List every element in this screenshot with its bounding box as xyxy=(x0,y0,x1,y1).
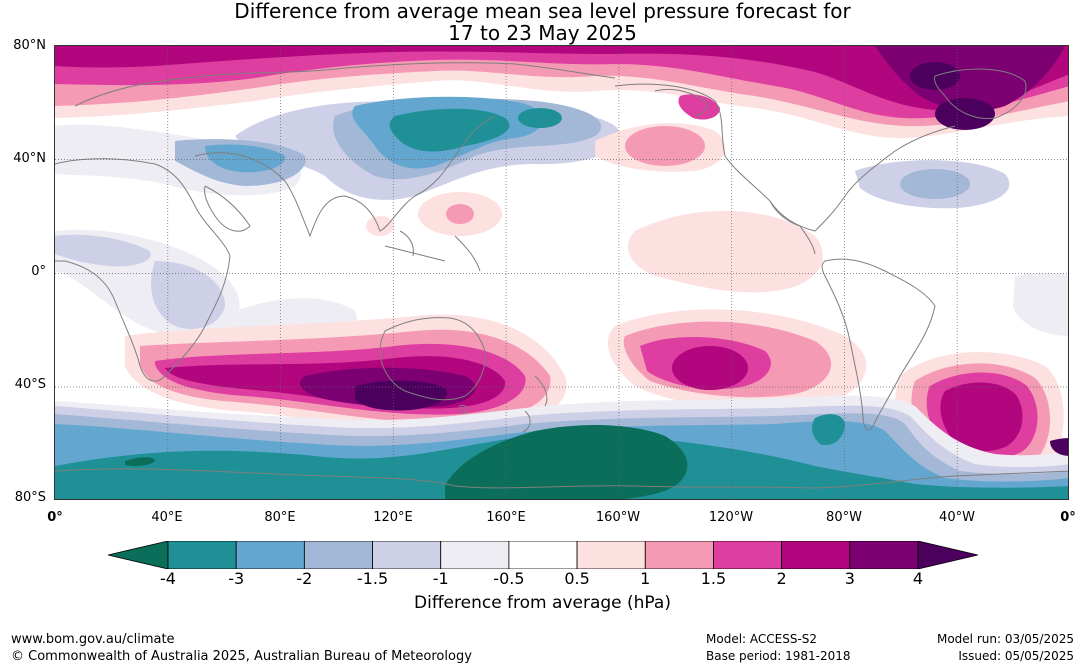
colorbar-tick-label: 3 xyxy=(844,569,855,588)
footer-model-run: Model run: 03/05/2025 xyxy=(936,632,1074,646)
lon-label-160e: 160°E xyxy=(486,510,526,525)
map-title: Difference from average mean sea level p… xyxy=(0,0,1085,44)
colorbar-swatch xyxy=(167,541,237,569)
footer-website: www.bom.gov.au/climate xyxy=(11,632,175,647)
lon-label-80w: 80°W xyxy=(826,510,862,525)
colorbar-tick-label: 4 xyxy=(912,569,924,588)
colorbar-swatch xyxy=(576,541,646,569)
title-line-1: Difference from average mean sea level p… xyxy=(234,0,851,23)
lat-label-80s: 80°S xyxy=(14,490,46,505)
colorbar-swatch xyxy=(372,541,442,569)
lon-label-80e: 80°E xyxy=(264,510,296,525)
map-svg xyxy=(55,46,1068,499)
colorbar-tick-label: -2 xyxy=(296,569,313,588)
footer-model-info: Model: ACCESS-S2 Base period: 1981-2018 xyxy=(706,631,851,665)
footer-model: Model: ACCESS-S2 xyxy=(706,632,818,646)
colorbar-tick-label: 1 xyxy=(640,569,651,588)
lon-label-40w: 40°W xyxy=(939,510,975,525)
lon-label-0-right: 0° xyxy=(1060,510,1076,525)
footer-base-period: Base period: 1981-2018 xyxy=(706,649,851,663)
lat-label-80n: 80°N xyxy=(13,38,46,53)
lon-label-120w: 120°W xyxy=(708,510,754,525)
footer-issued: Issued: 05/05/2025 xyxy=(958,649,1074,663)
colorbar-tick-label: -1.5 xyxy=(356,569,389,588)
colorbar-swatch xyxy=(781,541,851,569)
lon-label-40e: 40°E xyxy=(151,510,183,525)
lat-label-0: 0° xyxy=(31,264,46,279)
colorbar-tick-label: 0.5 xyxy=(564,569,590,588)
footer-left: www.bom.gov.au/climate © Commonwealth of… xyxy=(11,631,472,665)
pressure-anomaly-map xyxy=(54,45,1069,500)
colorbar xyxy=(108,541,978,569)
title-line-2: 17 to 23 May 2025 xyxy=(448,21,637,45)
colorbar-swatch xyxy=(508,541,578,569)
lon-label-160w: 160°W xyxy=(595,510,641,525)
colorbar-tick-label: -3 xyxy=(228,569,245,588)
lat-label-40n: 40°N xyxy=(13,151,46,166)
colorbar-extend-low xyxy=(108,541,169,569)
colorbar-tick-label: 2 xyxy=(776,569,787,588)
colorbar-label: Difference from average (hPa) xyxy=(414,593,671,613)
lon-label-0-left: 0° xyxy=(47,510,63,525)
colorbar-swatch xyxy=(235,541,305,569)
colorbar-swatch xyxy=(849,541,919,569)
colorbar-tick-label: -0.5 xyxy=(493,569,525,588)
colorbar-extend-high xyxy=(917,541,978,569)
colorbar-tick-label: -1 xyxy=(432,569,449,588)
colorbar-tick-label: -4 xyxy=(160,569,176,588)
colorbar-swatch xyxy=(440,541,510,569)
lat-label-40s: 40°S xyxy=(14,377,46,392)
colorbar-swatch xyxy=(303,541,373,569)
colorbar-swatch xyxy=(713,541,783,569)
footer-dates: Model run: 03/05/2025 Issued: 05/05/2025 xyxy=(937,631,1074,665)
lon-label-120e: 120°E xyxy=(373,510,413,525)
colorbar-tick-label: 1.5 xyxy=(700,569,727,588)
footer-copyright: © Commonwealth of Australia 2025, Austra… xyxy=(11,649,472,664)
colorbar-swatch xyxy=(644,541,714,569)
